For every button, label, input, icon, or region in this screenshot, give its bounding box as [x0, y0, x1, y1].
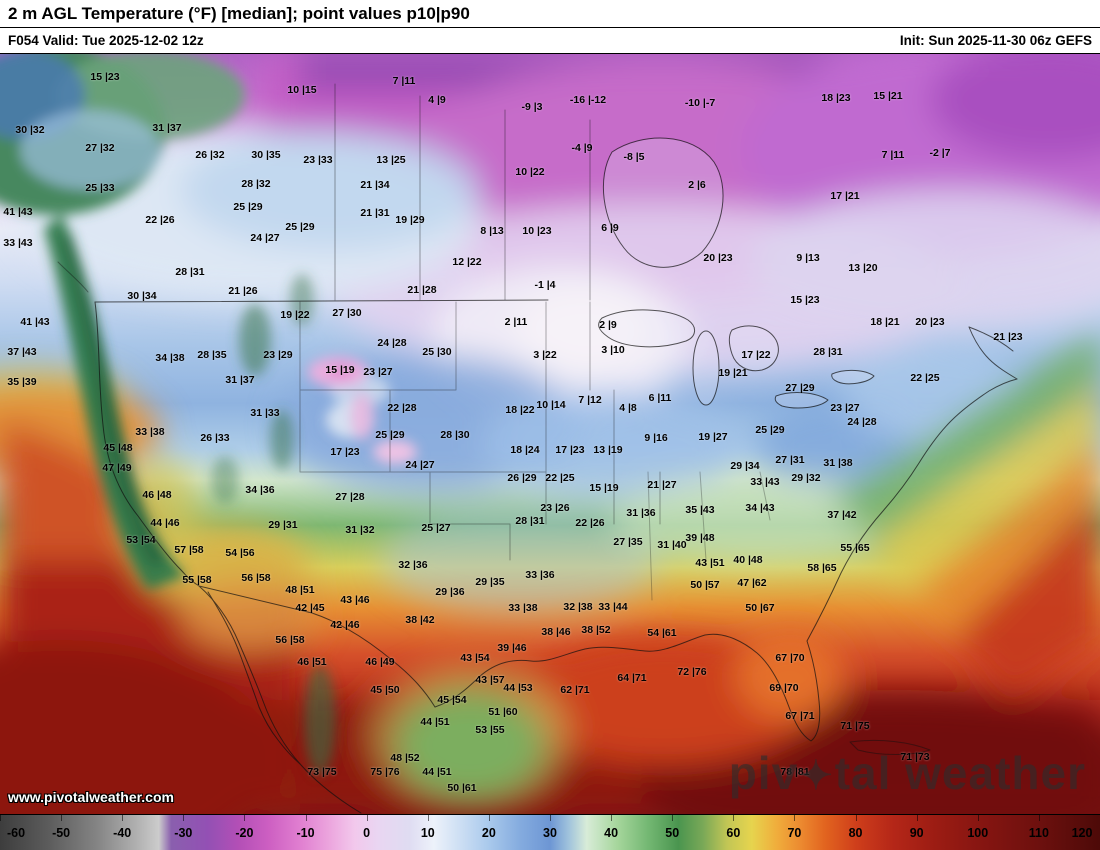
colorbar-tick-label: 80 [848, 826, 863, 841]
colorbar-tick-mark [733, 815, 735, 821]
colorbar-tick-mark [794, 815, 796, 821]
colorbar-tick-mark [427, 815, 429, 821]
colorbar-tick-label: 90 [909, 826, 924, 841]
colorbar-tick-label: 60 [726, 826, 741, 841]
colorbar-tick-label: 100 [967, 826, 989, 841]
colorbar-tick-mark [488, 815, 490, 821]
colorbar-tick-label: 30 [543, 826, 557, 841]
temperature-blobs-detail [0, 54, 417, 775]
colorbar-tick-mark [611, 815, 613, 821]
colorbar-tick-label: -40 [113, 826, 132, 841]
valid-time-label: F054 Valid: Tue 2025-12-02 12z [8, 33, 204, 48]
colorbar-tick-mark [61, 815, 63, 821]
title-bar: 2 m AGL Temperature (°F) [median]; point… [0, 0, 1100, 28]
colorbar-tick-mark [0, 815, 1, 821]
colorbar-tick-mark [977, 815, 979, 821]
colorbar-tick-mark [855, 815, 857, 821]
site-url-watermark: www.pivotalweather.com [8, 789, 174, 805]
brand-watermark: piv✦tal weather [729, 746, 1086, 800]
colorbar-tick-mark [1038, 815, 1040, 821]
colorbar-tick-label: 70 [787, 826, 802, 841]
temperature-colorbar: -60 -50 -40 -30 -20 -10 0 10 20 30 40 50 60 70 80 90 100… [0, 814, 1100, 850]
map-borders [57, 83, 1018, 814]
init-time-label: Init: Sun 2025-11-30 06z GEFS [899, 33, 1092, 48]
colorbar-tick-label: 40 [604, 826, 619, 841]
colorbar-tick-label: -60 [6, 826, 26, 841]
colorbar-tick-label: 20 [481, 826, 496, 841]
brand-star-icon: ✦ [799, 754, 834, 798]
map-area[interactable] [0, 54, 1100, 814]
run-info-bar: F054 Valid: Tue 2025-12-02 12z Init: Sun… [0, 28, 1100, 54]
colorbar-tick-mark [122, 815, 124, 821]
colorbar-tick-label: -20 [235, 826, 254, 841]
colorbar-tick-mark [916, 815, 918, 821]
colorbar-tick-label: -30 [174, 826, 193, 841]
colorbar-tick-label: 0 [363, 826, 371, 841]
colorbar-tick-label: -10 [296, 826, 315, 841]
colorbar-tick-mark [244, 815, 246, 821]
colorbar-tick-mark [550, 815, 551, 821]
colorbar-tick-label: 120 [1071, 826, 1093, 841]
colorbar-tick-label: -50 [52, 826, 71, 841]
colorbar-tick-mark [183, 815, 185, 821]
colorbar-tick-label: 50 [665, 826, 680, 841]
colorbar-tick-label: 10 [420, 826, 435, 841]
colorbar-tick-mark [672, 815, 674, 821]
temperature-field-svg [0, 54, 1100, 814]
colorbar-tick-mark [366, 815, 368, 821]
brand-text-pre: piv [728, 747, 799, 799]
brand-text-post: tal weather [834, 747, 1086, 799]
page-title: 2 m AGL Temperature (°F) [median]; point… [8, 3, 470, 23]
colorbar-tick-mark [305, 815, 307, 821]
colorbar-tick-label: 110 [1028, 826, 1049, 841]
